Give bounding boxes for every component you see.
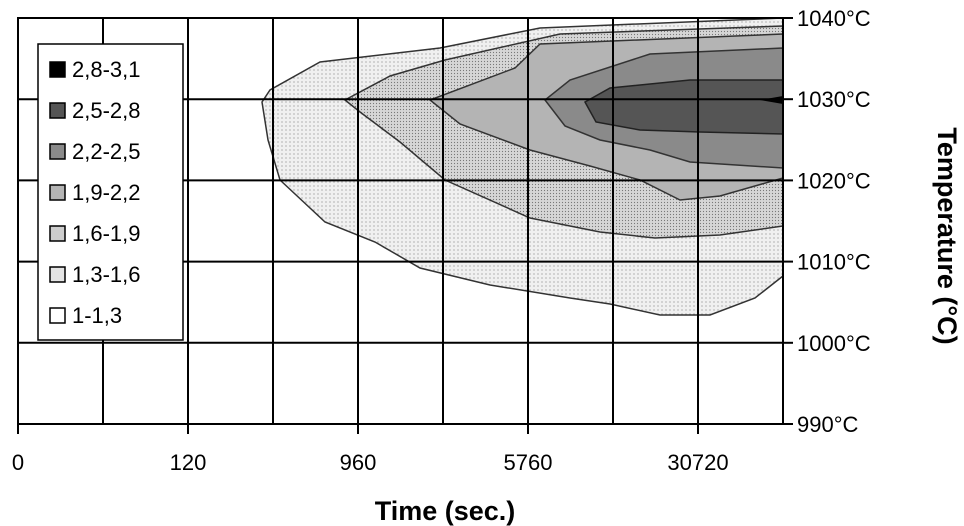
legend-swatch xyxy=(49,225,66,242)
legend-swatch xyxy=(49,184,66,201)
legend-label: 2,8-3,1 xyxy=(72,57,141,82)
legend-label: 2,2-2,5 xyxy=(72,139,141,164)
x-tick-label: 960 xyxy=(340,450,377,475)
legend: 2,8-3,1 2,5-2,8 2,2-2,5 1,9-2,2 1,6-1,9 1,3-1… xyxy=(37,43,184,341)
y-tick-label: 1020°C xyxy=(797,168,871,193)
legend-swatch xyxy=(49,61,66,78)
legend-label: 1-1,3 xyxy=(72,303,122,328)
legend-label: 2,5-2,8 xyxy=(72,98,141,123)
legend-swatch xyxy=(49,266,66,283)
x-tick-label: 30720 xyxy=(667,450,728,475)
y-tick-label: 1000°C xyxy=(797,331,871,356)
y-axis-title: Temperature (°C) xyxy=(932,127,962,344)
x-tick-label: 5760 xyxy=(504,450,553,475)
legend-label: 1,9-2,2 xyxy=(72,180,141,205)
x-tick-label: 0 xyxy=(12,450,24,475)
x-tick-label: 120 xyxy=(170,450,207,475)
x-axis-title: Time (sec.) xyxy=(375,496,516,526)
y-tick-label: 1030°C xyxy=(797,87,871,112)
y-tick-label: 1010°C xyxy=(797,250,871,275)
y-axis-ticks: 1040°C 1030°C 1020°C 1010°C 1000°C 990°C xyxy=(783,6,871,437)
contour-region-2-5-2-8 xyxy=(583,79,784,135)
legend-swatch xyxy=(49,307,66,324)
y-tick-label: 1040°C xyxy=(797,6,871,31)
legend-swatch xyxy=(49,102,66,119)
x-axis-ticks: 0 120 960 5760 30720 xyxy=(12,424,729,475)
y-tick-label: 990°C xyxy=(797,412,859,437)
legend-label: 1,6-1,9 xyxy=(72,221,141,246)
legend-swatch xyxy=(49,143,66,160)
legend-label: 1,3-1,6 xyxy=(72,262,141,287)
